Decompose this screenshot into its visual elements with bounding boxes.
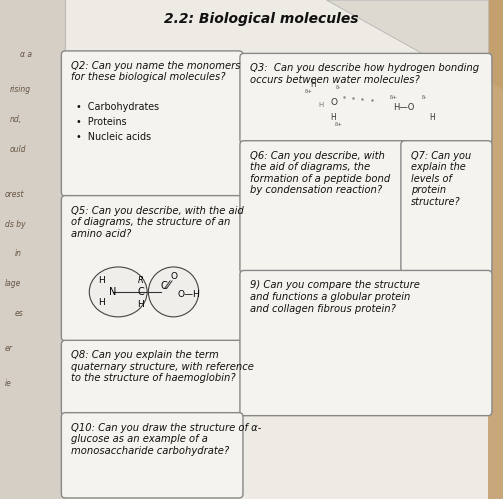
Text: •  Carbohydrates: • Carbohydrates: [76, 102, 159, 112]
Polygon shape: [327, 0, 488, 90]
FancyBboxPatch shape: [240, 53, 492, 144]
Text: lage: lage: [5, 279, 22, 288]
Text: ie: ie: [5, 379, 12, 388]
Text: δ+: δ+: [334, 122, 343, 127]
Text: H: H: [137, 300, 144, 309]
Text: er: er: [5, 344, 13, 353]
FancyBboxPatch shape: [240, 141, 406, 273]
Text: R: R: [138, 276, 144, 285]
Ellipse shape: [90, 267, 147, 317]
Text: ds by: ds by: [5, 220, 26, 229]
Text: H: H: [318, 102, 323, 108]
Text: nd,: nd,: [10, 115, 22, 124]
Text: δ-: δ-: [336, 85, 342, 90]
Text: Q7: Can you
explain the
levels of
protein
structure?: Q7: Can you explain the levels of protei…: [411, 151, 471, 207]
Text: •  Nucleic acids: • Nucleic acids: [76, 132, 151, 142]
Text: rising: rising: [10, 85, 31, 94]
Text: H: H: [311, 80, 316, 89]
FancyBboxPatch shape: [61, 51, 243, 196]
Text: Q10: Can you draw the structure of α-
glucose as an example of a
monosaccharide : Q10: Can you draw the structure of α- gl…: [71, 423, 262, 456]
Text: Q8: Can you explain the term
quaternary structure, with reference
to the structu: Q8: Can you explain the term quaternary …: [71, 350, 255, 384]
Ellipse shape: [148, 267, 199, 317]
FancyBboxPatch shape: [61, 340, 243, 416]
Text: Q3:  Can you describe how hydrogen bonding
occurs between water molecules?: Q3: Can you describe how hydrogen bondin…: [250, 63, 479, 85]
Text: δ-: δ-: [422, 95, 427, 100]
Text: es: es: [15, 309, 24, 318]
FancyBboxPatch shape: [240, 270, 492, 416]
Text: orest: orest: [5, 190, 25, 199]
FancyBboxPatch shape: [61, 196, 243, 341]
Text: ould: ould: [10, 145, 27, 154]
Text: C: C: [137, 287, 144, 297]
Text: α a: α a: [20, 50, 32, 59]
FancyBboxPatch shape: [0, 0, 65, 499]
Text: δ+: δ+: [304, 89, 312, 94]
FancyBboxPatch shape: [61, 413, 243, 498]
Text: H: H: [429, 113, 435, 122]
Text: •  Proteins: • Proteins: [76, 117, 127, 127]
FancyBboxPatch shape: [401, 141, 492, 273]
Text: O—H: O—H: [177, 290, 200, 299]
Text: H: H: [98, 298, 105, 307]
Text: O: O: [170, 272, 177, 281]
Text: N: N: [110, 287, 117, 297]
Text: H: H: [331, 113, 337, 122]
Text: 2.2: Biological molecules: 2.2: Biological molecules: [164, 12, 359, 26]
Text: 9) Can you compare the structure
and functions a globular protein
and collagen f: 9) Can you compare the structure and fun…: [250, 280, 420, 314]
Polygon shape: [362, 0, 503, 90]
Text: H: H: [98, 276, 105, 285]
Text: δ+: δ+: [390, 95, 398, 100]
Text: Q5: Can you describe, with the aid
of diagrams, the structure of an
amino acid?: Q5: Can you describe, with the aid of di…: [71, 206, 244, 239]
Text: C: C: [160, 281, 167, 291]
Text: Q6: Can you describe, with
the aid of diagrams, the
formation of a peptide bond
: Q6: Can you describe, with the aid of di…: [250, 151, 390, 196]
Text: Q2: Can you name the monomers
for these biological molecules?: Q2: Can you name the monomers for these …: [71, 61, 241, 82]
Text: in: in: [15, 250, 22, 258]
Polygon shape: [0, 0, 488, 499]
Text: H—O: H—O: [393, 103, 414, 112]
Text: O: O: [330, 98, 337, 107]
